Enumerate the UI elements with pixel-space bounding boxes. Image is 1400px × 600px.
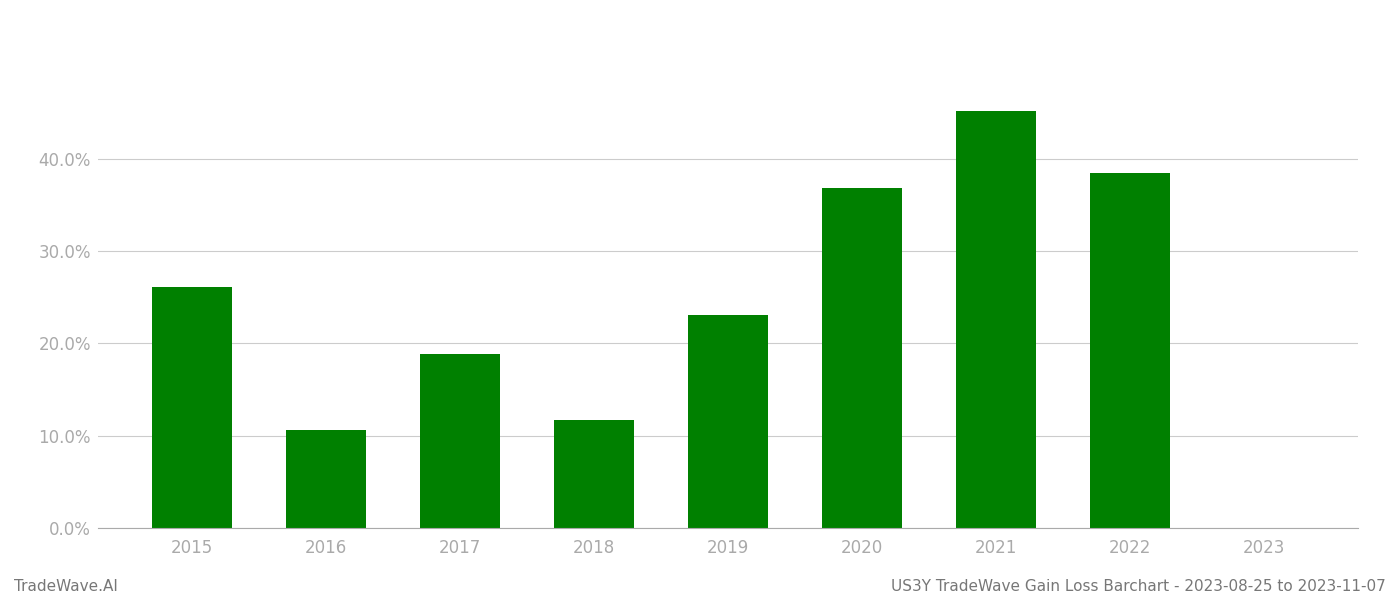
Bar	[554, 420, 634, 528]
Bar	[956, 111, 1036, 528]
Bar	[420, 353, 500, 528]
Bar	[286, 430, 365, 528]
Bar	[151, 287, 232, 528]
Text: TradeWave.AI: TradeWave.AI	[14, 579, 118, 594]
Text: US3Y TradeWave Gain Loss Barchart - 2023-08-25 to 2023-11-07: US3Y TradeWave Gain Loss Barchart - 2023…	[892, 579, 1386, 594]
Bar	[1091, 173, 1170, 528]
Bar	[687, 315, 769, 528]
Bar	[822, 188, 902, 528]
